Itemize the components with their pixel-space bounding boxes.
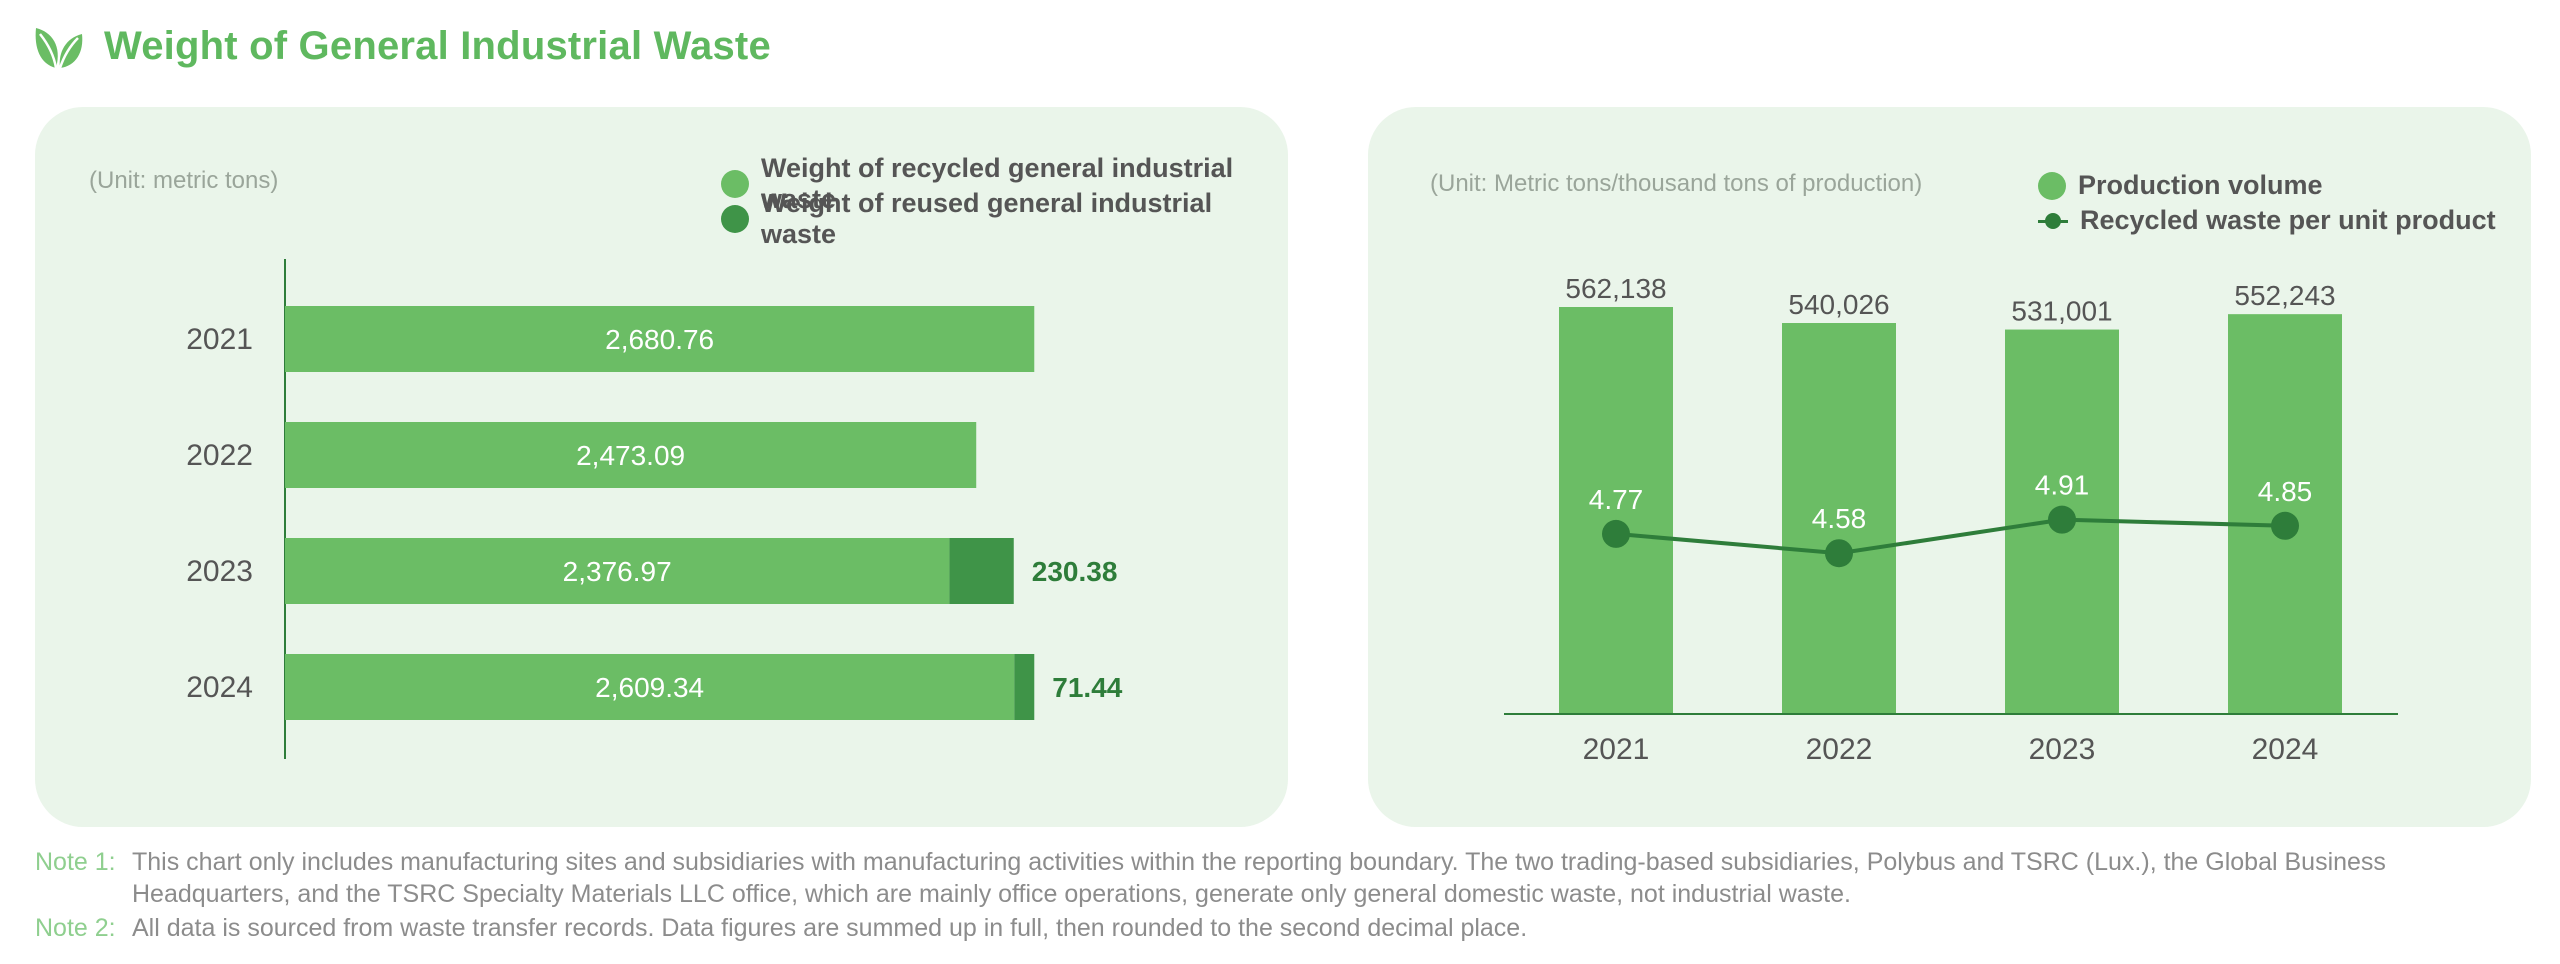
y-tick-label-2023: 2023 <box>186 555 253 588</box>
recycled-reused-waste-chart-panel: (Unit: metric tons) Weight of recycled g… <box>35 107 1288 827</box>
y-tick-label-2022: 2022 <box>186 439 253 472</box>
bar-recycled-2023 <box>285 538 950 604</box>
y-tick-label-2024: 2024 <box>186 671 253 704</box>
leaf-icon <box>35 28 83 69</box>
production-volume-chart-panel: (Unit: Metric tons/thousand tons of prod… <box>1368 107 2531 827</box>
data-label-production-2024: 552,243 <box>2234 280 2335 311</box>
legend-label-per-unit: Recycled waste per unit product <box>2080 205 2496 235</box>
horizontal-bar-chart: 2021 2,680.76 2022 2,473.09 2023 2,376.97 230.… <box>186 259 1123 759</box>
page-title: Weight of General Industrial Waste <box>104 23 771 68</box>
data-label-reused-2023: 230.38 <box>1032 556 1118 587</box>
note-1-text: This chart only includes manufacturing s… <box>132 848 2386 908</box>
legend-swatch-per-unit <box>2038 207 2068 235</box>
legend-item-reused: Weight of reused general industrial wast… <box>721 188 1288 249</box>
bar-production-2022 <box>1782 323 1896 714</box>
bar-recycled-2021 <box>285 306 1035 372</box>
bar-production-2021 <box>1559 307 1673 714</box>
legend-item-recycled: Weight of recycled general industrial wa… <box>721 153 1288 214</box>
legend-item-production: Production volume <box>2038 168 2496 203</box>
data-label-per-unit-2023: 4.91 <box>2035 470 2090 501</box>
data-label-production-2022: 540,026 <box>1788 289 1889 320</box>
bar-line-chart: 562,138 2021 540,026 2022 531,001 2023 552,243… <box>1504 273 2398 766</box>
legend: Weight of recycled general industrial wa… <box>721 153 1288 249</box>
footnotes: Note 1: This chart only includes manufac… <box>35 846 2535 946</box>
legend-swatch-recycled <box>721 169 749 198</box>
x-tick-label-2024: 2024 <box>2252 733 2319 766</box>
bar-reused-2023 <box>949 538 1014 604</box>
series-line-per-unit <box>1615 517 2286 556</box>
point-per-unit-2021 <box>1602 519 1630 548</box>
data-label-reused-2024: 71.44 <box>1052 672 1122 703</box>
bar-reused-2024 <box>1014 654 1035 720</box>
legend-swatch-reused <box>721 204 749 233</box>
bar-recycled-2022 <box>285 422 977 488</box>
point-per-unit-2024 <box>2271 511 2299 540</box>
point-per-unit-2022 <box>1825 539 1853 568</box>
data-label-per-unit-2024: 4.85 <box>2258 476 2313 507</box>
note-2-label: Note 2: <box>35 914 116 942</box>
data-label-per-unit-2022: 4.58 <box>1812 503 1867 534</box>
note-1-label: Note 1: <box>35 848 116 876</box>
unit-label: (Unit: Metric tons/thousand tons of prod… <box>1430 170 1923 197</box>
header: Weight of General Industrial Waste <box>34 18 771 74</box>
legend-label-recycled: Weight of recycled general industrial wa… <box>761 152 1234 214</box>
unit-label: (Unit: metric tons) <box>89 167 279 194</box>
note-1: Note 1: This chart only includes manufac… <box>35 846 2535 910</box>
data-label-recycled-2024: 2,609.34 <box>595 672 704 703</box>
legend-label-production: Production volume <box>2078 170 2323 200</box>
note-2: Note 2: All data is sourced from waste t… <box>35 912 2535 944</box>
data-label-recycled-2023: 2,376.97 <box>563 556 672 587</box>
legend-item-per-unit: Recycled waste per unit product <box>2038 203 2496 238</box>
data-label-production-2021: 562,138 <box>1565 273 1666 304</box>
bar-recycled-2024 <box>285 654 1015 720</box>
x-tick-label-2023: 2023 <box>2029 733 2096 766</box>
x-tick-label-2022: 2022 <box>1806 733 1873 766</box>
y-tick-label-2021: 2021 <box>186 323 253 356</box>
x-tick-label-2021: 2021 <box>1583 733 1650 766</box>
note-2-text: All data is sourced from waste transfer … <box>132 914 1528 942</box>
legend-label-reused: Weight of reused general industrial wast… <box>761 187 1213 249</box>
point-per-unit-2023 <box>2048 505 2076 534</box>
legend-swatch-production <box>2038 171 2066 200</box>
data-label-per-unit-2021: 4.77 <box>1589 484 1644 515</box>
legend: Production volume Recycled waste per uni… <box>2038 168 2496 238</box>
data-label-production-2023: 531,001 <box>2011 296 2112 327</box>
data-label-recycled-2021: 2,680.76 <box>605 324 714 355</box>
data-label-recycled-2022: 2,473.09 <box>576 440 685 471</box>
